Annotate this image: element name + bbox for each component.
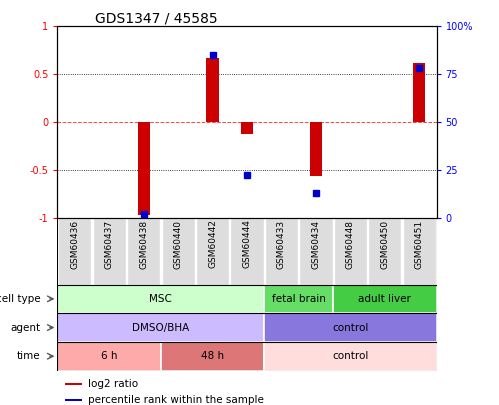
Text: percentile rank within the sample: percentile rank within the sample <box>88 395 263 405</box>
Bar <box>413 63 426 122</box>
FancyBboxPatch shape <box>333 284 437 313</box>
Text: fetal brain: fetal brain <box>272 294 326 304</box>
Text: GDS1347 / 45585: GDS1347 / 45585 <box>95 11 218 25</box>
FancyBboxPatch shape <box>162 217 195 284</box>
FancyBboxPatch shape <box>265 217 298 284</box>
FancyBboxPatch shape <box>196 217 229 284</box>
FancyBboxPatch shape <box>92 217 126 284</box>
FancyBboxPatch shape <box>57 284 264 313</box>
FancyBboxPatch shape <box>264 284 333 313</box>
Bar <box>310 122 322 177</box>
Text: 48 h: 48 h <box>201 351 224 361</box>
Text: GSM60440: GSM60440 <box>174 220 183 269</box>
Text: cell type: cell type <box>0 294 40 304</box>
Bar <box>65 384 82 385</box>
FancyBboxPatch shape <box>403 217 436 284</box>
Text: GSM60436: GSM60436 <box>70 220 79 269</box>
FancyBboxPatch shape <box>57 313 264 342</box>
Text: DMSO/BHA: DMSO/BHA <box>132 322 190 333</box>
FancyBboxPatch shape <box>299 217 332 284</box>
FancyBboxPatch shape <box>161 342 264 371</box>
Text: GSM60442: GSM60442 <box>208 220 217 269</box>
Text: GSM60438: GSM60438 <box>139 220 148 269</box>
Text: control: control <box>332 351 369 361</box>
FancyBboxPatch shape <box>264 313 437 342</box>
Bar <box>207 58 219 122</box>
Bar <box>241 122 253 134</box>
FancyBboxPatch shape <box>58 217 91 284</box>
FancyBboxPatch shape <box>334 217 367 284</box>
Bar <box>65 399 82 401</box>
Text: MSC: MSC <box>149 294 172 304</box>
FancyBboxPatch shape <box>57 342 161 371</box>
Text: GSM60433: GSM60433 <box>277 220 286 269</box>
Text: GSM60444: GSM60444 <box>243 220 251 269</box>
Text: GSM60448: GSM60448 <box>346 220 355 269</box>
FancyBboxPatch shape <box>231 217 263 284</box>
Text: GSM60451: GSM60451 <box>415 220 424 269</box>
Text: adult liver: adult liver <box>358 294 411 304</box>
Text: log2 ratio: log2 ratio <box>88 379 138 389</box>
Text: control: control <box>332 322 369 333</box>
FancyBboxPatch shape <box>368 217 402 284</box>
Bar <box>138 122 150 215</box>
Text: GSM60434: GSM60434 <box>311 220 320 269</box>
Text: agent: agent <box>10 322 40 333</box>
FancyBboxPatch shape <box>264 342 437 371</box>
Text: 6 h: 6 h <box>101 351 117 361</box>
Text: GSM60437: GSM60437 <box>105 220 114 269</box>
Text: time: time <box>16 351 40 361</box>
FancyBboxPatch shape <box>127 217 160 284</box>
Text: GSM60450: GSM60450 <box>380 220 389 269</box>
